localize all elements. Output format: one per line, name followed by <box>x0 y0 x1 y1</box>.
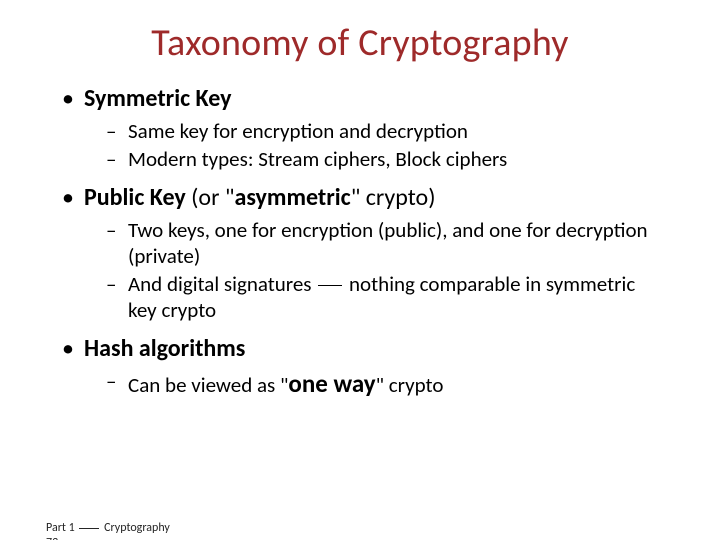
bullet-public-key: Public Key (or "asymmetric" crypto) Two … <box>58 183 662 324</box>
bullet-list: Symmetric Key Same key for encryption an… <box>58 84 662 399</box>
sub-bullet: Same key for encryption and decryption <box>106 118 662 144</box>
sublist: Same key for encryption and decryption M… <box>84 118 662 173</box>
sub-bullet: And digital signatures nothing comparabl… <box>106 271 662 324</box>
text: And digital signatures <box>128 271 316 297</box>
bullet-label-bold: Public Key <box>84 183 186 212</box>
slide: Taxonomy of Cryptography Symmetric Key S… <box>0 20 720 540</box>
text: Part 1 <box>46 521 77 535</box>
slide-content: Symmetric Key Same key for encryption an… <box>0 84 720 399</box>
bullet-label: Hash algorithms <box>84 334 245 363</box>
emdash-icon <box>318 285 342 286</box>
emdash-icon <box>79 528 99 529</box>
page-number: 73 <box>46 536 170 540</box>
asymmetric-text: asymmetric <box>235 183 351 212</box>
bullet-label: Symmetric Key <box>84 84 231 113</box>
bullet-hash-algorithms: Hash algorithms Can be viewed as "one wa… <box>58 334 662 399</box>
text: (or " <box>186 183 235 212</box>
sub-bullet: Can be viewed as "one way" crypto <box>106 368 662 399</box>
one-way-text: one way <box>288 368 375 399</box>
sublist: Two keys, one for encryption (public), a… <box>84 217 662 324</box>
text: Can be viewed as " <box>128 372 288 398</box>
text: " crypto) <box>351 183 436 212</box>
text: Cryptography <box>101 521 169 535</box>
bullet-symmetric-key: Symmetric Key Same key for encryption an… <box>58 84 662 173</box>
sub-bullet: Two keys, one for encryption (public), a… <box>106 217 662 270</box>
sub-bullet: Modern types: Stream ciphers, Block ciph… <box>106 146 662 172</box>
sublist: Can be viewed as "one way" crypto <box>84 368 662 399</box>
slide-footer: Part 1 Cryptography 73 <box>46 521 170 540</box>
slide-title: Taxonomy of Cryptography <box>0 20 720 66</box>
text: " crypto <box>376 372 444 398</box>
footer-text: Part 1 Cryptography <box>46 521 170 535</box>
